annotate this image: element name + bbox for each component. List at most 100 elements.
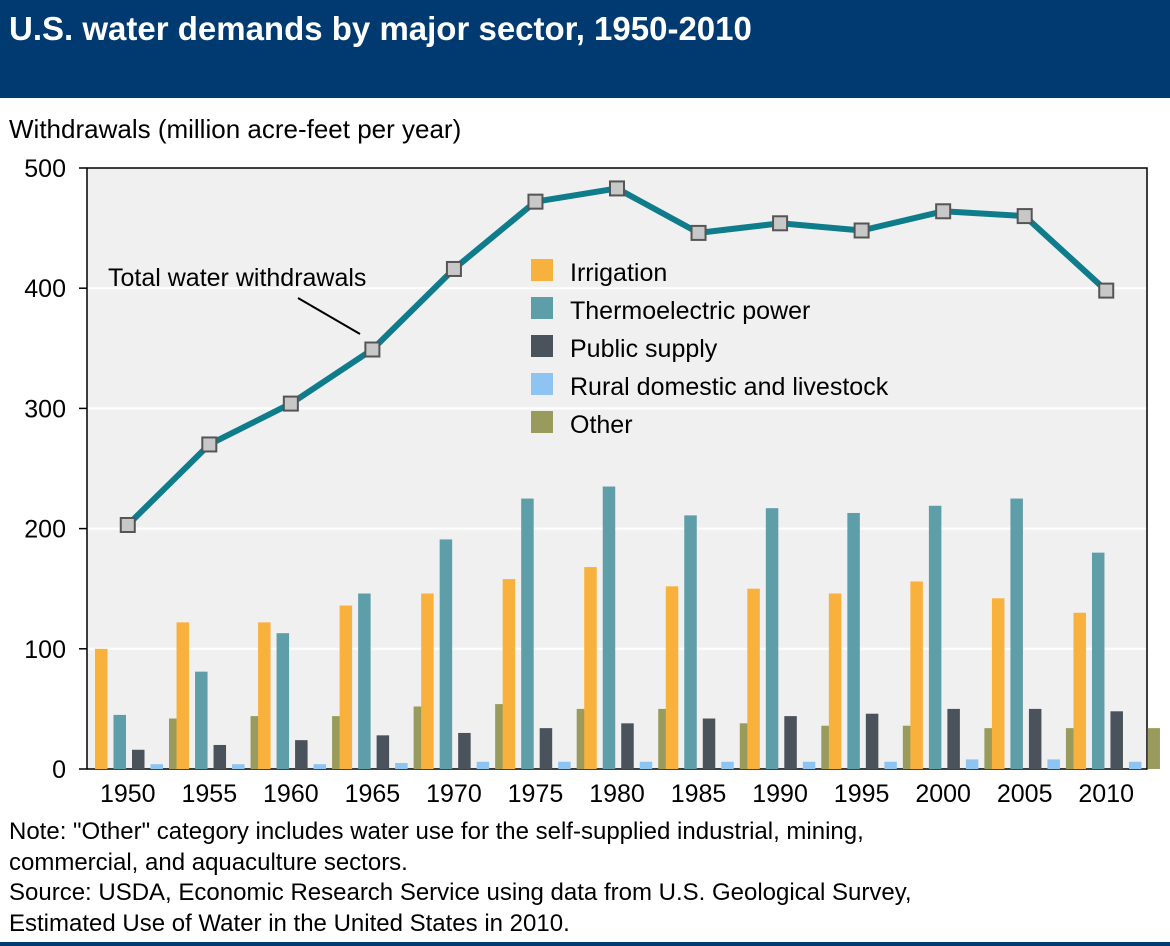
bar-thermoelectric-power-1980 xyxy=(602,486,616,769)
line-marker-1980 xyxy=(609,180,625,197)
bar-public-supply-1960 xyxy=(295,740,308,769)
bar-rural-domestic-and-livestock-1995 xyxy=(884,761,897,769)
bar-thermoelectric-power-1975 xyxy=(521,498,534,769)
bar-thermoelectric-power-2010 xyxy=(1091,552,1105,769)
line-marker-2000 xyxy=(935,203,952,220)
bar-rural-domestic-and-livestock-1950 xyxy=(150,764,163,769)
bar-public-supply-1975 xyxy=(539,728,553,769)
bar-rural-domestic-and-livestock-2010 xyxy=(1128,761,1142,769)
plot-border xyxy=(86,167,1148,770)
y-tick-label: 300 xyxy=(24,395,66,423)
bar-rural-domestic-and-livestock-1960 xyxy=(313,764,327,769)
x-tick-label: 1980 xyxy=(589,780,645,808)
y-tick-label: 100 xyxy=(24,636,66,664)
legend-label: Public supply xyxy=(570,335,718,363)
bar-rural-domestic-and-livestock-1970 xyxy=(476,761,490,769)
legend-swatch-public-supply xyxy=(531,335,553,357)
bar-irrigation-1990 xyxy=(747,588,760,769)
bar-thermoelectric-power-1960 xyxy=(276,633,290,769)
bar-rural-domestic-and-livestock-2005 xyxy=(1047,759,1060,769)
bar-thermoelectric-power-2005 xyxy=(1010,498,1023,769)
note-line-1: Note: "Other" category includes water us… xyxy=(9,818,864,845)
y-tick-label: 400 xyxy=(24,275,66,303)
bar-thermoelectric-power-1990 xyxy=(765,508,779,769)
bar-public-supply-2000 xyxy=(947,708,960,769)
header-bar xyxy=(0,0,1170,98)
bar-rural-domestic-and-livestock-1985 xyxy=(721,761,734,769)
chart-title: U.S. water demands by major sector, 1950… xyxy=(9,10,752,47)
y-tick-label: 0 xyxy=(52,756,66,784)
legend-label: Thermoelectric power xyxy=(570,297,810,325)
bar-public-supply-1970 xyxy=(458,732,471,769)
x-tick-label: 1955 xyxy=(181,780,237,808)
bar-irrigation-1955 xyxy=(176,622,190,769)
legend-swatch-irrigation xyxy=(531,259,553,281)
bar-rural-domestic-and-livestock-2000 xyxy=(965,759,979,769)
chart-notes: Note: "Other" category includes water us… xyxy=(9,817,912,939)
x-tick-label: 1960 xyxy=(263,780,319,808)
bar-public-supply-1985 xyxy=(702,718,716,769)
bar-thermoelectric-power-1995 xyxy=(847,512,860,769)
y-axis-label: Withdrawals (million acre-feet per year) xyxy=(9,114,462,144)
bar-public-supply-1965 xyxy=(376,735,390,769)
legend-label: Irrigation xyxy=(570,259,667,287)
bar-rural-domestic-and-livestock-1975 xyxy=(558,761,571,769)
line-marker-1950 xyxy=(119,516,136,533)
bar-public-supply-1995 xyxy=(865,713,879,769)
x-tick-label: 1970 xyxy=(426,780,482,808)
bar-irrigation-1970 xyxy=(421,593,434,769)
bar-irrigation-1975 xyxy=(502,579,516,769)
bar-rural-domestic-and-livestock-1965 xyxy=(395,762,408,769)
bar-irrigation-1980 xyxy=(584,567,597,769)
annotation-leader-line xyxy=(297,297,361,335)
bar-thermoelectric-power-2000 xyxy=(928,505,942,769)
x-tick-label: 2000 xyxy=(915,780,971,808)
legend-label: Rural domestic and livestock xyxy=(570,373,889,401)
annotation-total-label: Total water withdrawals xyxy=(108,264,366,292)
bar-rural-domestic-and-livestock-1955 xyxy=(232,764,245,769)
legend-label: Other xyxy=(570,411,633,439)
x-tick-label: 1985 xyxy=(671,780,727,808)
legend-swatch-other xyxy=(531,411,553,433)
x-tick-label: 1950 xyxy=(100,780,156,808)
bar-irrigation-1950 xyxy=(95,648,108,769)
bar-other-2010 xyxy=(1147,728,1160,769)
y-tick-label: 200 xyxy=(24,516,66,544)
legend-swatch-thermoelectric-power xyxy=(531,297,553,319)
bar-thermoelectric-power-1970 xyxy=(439,539,453,769)
source-line-1: Source: USDA, Economic Research Service … xyxy=(9,879,912,906)
bar-irrigation-2010 xyxy=(1073,612,1086,769)
x-tick-label: 2005 xyxy=(997,780,1053,808)
line-marker-1990 xyxy=(772,215,789,232)
bottom-rule xyxy=(0,942,1170,946)
legend-swatch-rural-domestic-and-livestock xyxy=(531,373,553,395)
bar-public-supply-1950 xyxy=(132,749,145,769)
line-marker-1970 xyxy=(445,260,462,277)
line-marker-1965 xyxy=(364,341,381,358)
line-marker-1955 xyxy=(201,436,218,453)
source-line-2: Estimated Use of Water in the United Sta… xyxy=(9,909,570,937)
bar-public-supply-2005 xyxy=(1028,708,1042,769)
x-tick-label: 2010 xyxy=(1078,780,1134,808)
line-marker-2005 xyxy=(1016,208,1033,225)
line-marker-1960 xyxy=(282,395,299,412)
bar-thermoelectric-power-1965 xyxy=(358,593,371,769)
bar-public-supply-1955 xyxy=(213,744,227,769)
bar-public-supply-2010 xyxy=(1110,711,1123,769)
bar-rural-domestic-and-livestock-1990 xyxy=(802,761,816,769)
bar-public-supply-1990 xyxy=(784,716,797,769)
x-tick-label: 1975 xyxy=(508,780,564,808)
line-marker-1985 xyxy=(690,224,707,241)
line-marker-1995 xyxy=(853,222,870,239)
bar-irrigation-1965 xyxy=(339,605,353,769)
y-tick-label: 500 xyxy=(24,155,66,183)
bar-thermoelectric-power-1985 xyxy=(684,515,697,769)
bar-thermoelectric-power-1955 xyxy=(195,671,208,769)
bar-irrigation-2000 xyxy=(910,581,923,769)
bar-thermoelectric-power-1950 xyxy=(113,714,126,769)
x-tick-label: 1990 xyxy=(752,780,808,808)
x-tick-label: 1995 xyxy=(834,780,890,808)
bar-irrigation-1995 xyxy=(828,593,842,769)
bar-irrigation-2005 xyxy=(991,598,1005,769)
